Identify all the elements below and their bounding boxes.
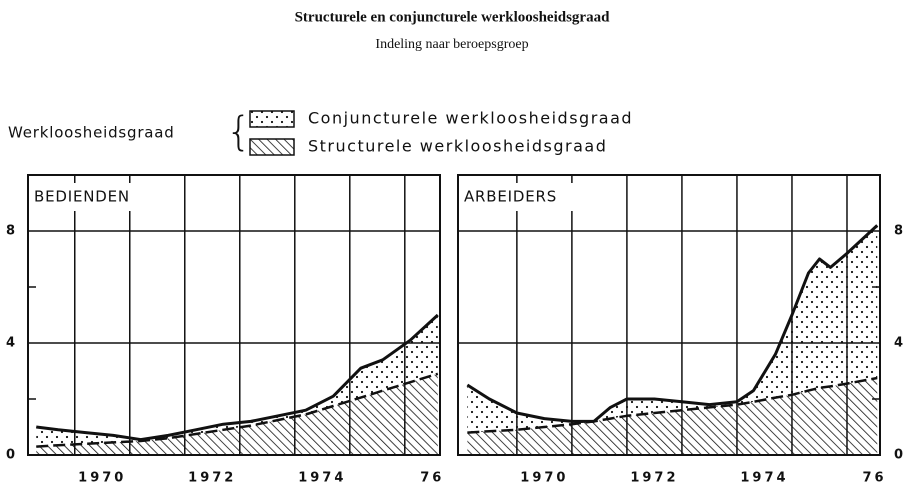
total-line — [36, 313, 439, 442]
panel-title: BEDIENDEN — [34, 188, 130, 206]
y-tick-label: 8 — [894, 224, 903, 239]
panel-title-bg — [460, 183, 600, 211]
legend-swatch-hatch — [249, 138, 295, 156]
chart-subtitle: Indeling naar beroepsgroep — [375, 37, 528, 52]
y-tick-label: 4 — [894, 336, 903, 351]
y-tick-label: 8 — [6, 224, 15, 239]
area — [36, 315, 438, 447]
legend-brace: { — [226, 109, 251, 155]
legend-swatch-dots — [249, 110, 295, 128]
y-tick-label: 0 — [6, 448, 15, 463]
chart-title: Structurele en conjuncturele werklooshei… — [295, 9, 610, 25]
structural-line — [467, 376, 878, 434]
x-tick-label: 1974 — [740, 471, 788, 486]
legend-label: Structurele werkloosheidsgraad — [308, 137, 607, 156]
plot-frame — [457, 174, 881, 456]
area — [467, 378, 878, 455]
panel-title-bg — [30, 183, 170, 211]
plot-frame — [27, 174, 441, 456]
x-tick-label: 1974 — [298, 471, 346, 486]
x-tick-label: 1970 — [520, 471, 568, 486]
x-tick-label: 1972 — [630, 471, 678, 486]
area — [467, 225, 878, 433]
x-tick-label: 1972 — [188, 471, 236, 486]
x-tick-label: 76 — [862, 471, 886, 486]
structural-line — [36, 372, 439, 448]
y-tick-label: 0 — [894, 448, 903, 463]
legend-label: Conjuncturele werkloosheidsgraad — [308, 109, 633, 128]
x-tick-label: 1970 — [78, 471, 126, 486]
legend: Werkloosheidsgraad { Conjuncturele werkl… — [8, 109, 633, 156]
total-line — [466, 224, 879, 423]
area — [36, 373, 438, 455]
legend-title: Werkloosheidsgraad — [8, 124, 175, 142]
y-tick-label: 4 — [6, 336, 15, 351]
x-tick-label: 76 — [420, 471, 444, 486]
panel-title: ARBEIDERS — [464, 188, 557, 206]
